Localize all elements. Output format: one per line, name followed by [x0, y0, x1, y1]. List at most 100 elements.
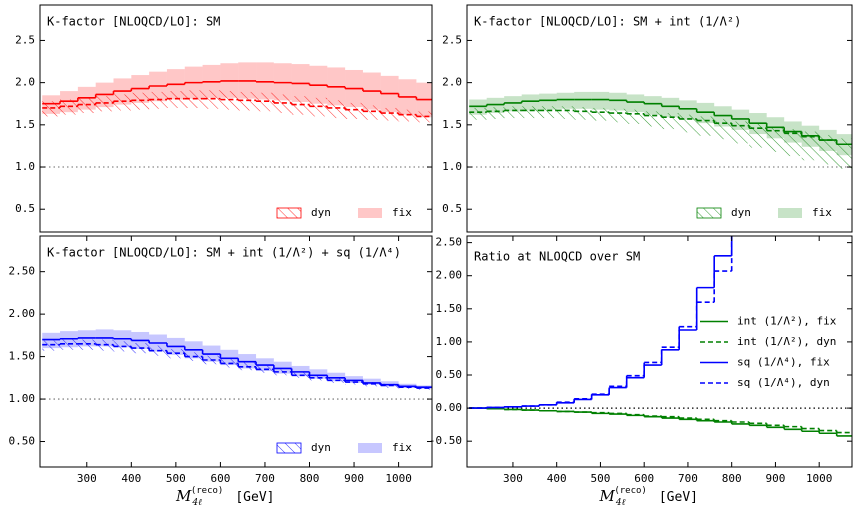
band — [256, 62, 274, 100]
band — [362, 378, 381, 385]
band — [644, 96, 662, 115]
y-tick-label: 1.50 — [436, 302, 463, 315]
panel-title: K-factor [NLOQCD/LO]: SM + int (1/Λ²) + … — [47, 246, 401, 260]
x-tick-label: 800 — [300, 472, 320, 485]
y-tick-label: 1.00 — [436, 335, 463, 348]
y-tick-label: 0.00 — [436, 401, 463, 414]
x-tick-label: 1000 — [806, 472, 833, 485]
hatched-band — [60, 99, 78, 115]
x-label-symbol: M — [599, 487, 616, 505]
panel-title: Ratio at NLOQCD over SM — [474, 250, 640, 264]
hatched-band — [220, 91, 239, 110]
legend-label: fix — [392, 441, 412, 454]
x-tick-label: 900 — [766, 472, 786, 485]
y-tick-label: 0.5 — [15, 202, 35, 215]
y-tick-label: 0.50 — [436, 368, 463, 381]
y-tick-label: 0.5 — [442, 202, 462, 215]
hatched-band — [291, 96, 310, 115]
hatched-band — [521, 106, 540, 119]
hatched-band — [238, 91, 257, 111]
x-label-unit: [GeV] — [659, 490, 698, 505]
band — [574, 91, 592, 109]
band — [556, 92, 575, 109]
x-tick-label: 500 — [166, 472, 186, 485]
hatched-band — [784, 129, 802, 157]
legend-swatch — [276, 442, 302, 454]
hatched-band — [398, 109, 417, 122]
hatched-band — [644, 111, 662, 127]
x-tick-label: 400 — [547, 472, 567, 485]
band — [609, 92, 627, 111]
x-axis-label: M4ℓ (reco) [GeV] — [599, 486, 699, 506]
y-tick-label: 2.50 — [9, 265, 36, 278]
x-label-subscript: 4ℓ — [191, 498, 202, 506]
plot-area — [467, 91, 852, 169]
y-tick-label: 0.50 — [9, 435, 36, 448]
x-label-symbol: M — [175, 487, 192, 505]
hatched-band — [416, 111, 432, 123]
x-tick-label: 700 — [678, 472, 698, 485]
y-tick-label: 1.5 — [442, 118, 462, 131]
hatched-band — [591, 107, 610, 121]
hatched-band — [486, 107, 505, 119]
hatched-band — [113, 94, 132, 111]
band — [345, 376, 363, 383]
legend-label: sq (1/Λ⁴), dyn — [737, 376, 830, 389]
hatched-band — [749, 123, 767, 148]
y-tick-label: 2.0 — [442, 76, 462, 89]
y-tick-label: 1.0 — [15, 160, 35, 173]
hatched-band — [327, 100, 346, 119]
legend-swatch — [276, 207, 302, 219]
plot-area — [40, 62, 432, 168]
axes-frame — [39, 235, 433, 468]
hatched-band — [469, 107, 487, 120]
legend-swatch — [358, 443, 382, 453]
hatched-band — [731, 121, 750, 144]
x-tick-label: 400 — [121, 472, 141, 485]
hatched-band — [166, 91, 185, 108]
y-tick-label: 1.0 — [442, 160, 462, 173]
hatched-band — [42, 340, 61, 351]
x-tick-label: 1000 — [385, 472, 412, 485]
legend-swatch — [778, 208, 802, 218]
x-axis-label: M4ℓ (reco) [GeV] — [175, 486, 275, 506]
hatched-band — [95, 96, 114, 112]
hatched-band — [574, 107, 592, 120]
y-tick-label: 1.00 — [9, 392, 36, 405]
legend-label: sq (1/Λ⁴), fix — [737, 356, 830, 369]
band — [273, 361, 292, 374]
hatched-band — [661, 113, 680, 130]
x-tick-label: 300 — [503, 472, 523, 485]
hatched-band — [273, 94, 292, 114]
panel-title: K-factor [NLOQCD/LO]: SM — [47, 15, 220, 29]
band — [661, 97, 680, 118]
hatched-band — [380, 107, 399, 121]
hatched-band — [696, 116, 715, 136]
panel-title: K-factor [NLOQCD/LO]: SM + int (1/Λ²) — [474, 15, 741, 29]
y-tick-label: 2.00 — [9, 307, 36, 320]
x-tick-label: 600 — [634, 472, 654, 485]
hatched-band — [819, 134, 837, 165]
x-label-unit: [GeV] — [235, 490, 274, 505]
y-tick-label: 2.0 — [15, 76, 35, 89]
hatched-band — [362, 105, 381, 120]
band — [626, 94, 645, 113]
hatched-band — [42, 101, 61, 117]
hatched-band — [679, 114, 697, 133]
plot-area — [40, 329, 432, 400]
y-tick-label: -0.50 — [429, 434, 462, 447]
band — [309, 369, 328, 379]
y-tick-label: 1.50 — [9, 350, 36, 363]
hatched-band — [202, 90, 221, 109]
band — [539, 93, 557, 110]
x-tick-label: 500 — [591, 472, 611, 485]
hatched-band — [77, 339, 96, 350]
x-label-subscript: 4ℓ — [615, 498, 626, 506]
x-tick-label: 300 — [77, 472, 97, 485]
hatched-band — [345, 102, 363, 119]
legend-label: dyn — [731, 206, 751, 219]
hatched-band — [609, 108, 627, 123]
hatched-band — [256, 92, 274, 112]
x-tick-label: 700 — [255, 472, 275, 485]
